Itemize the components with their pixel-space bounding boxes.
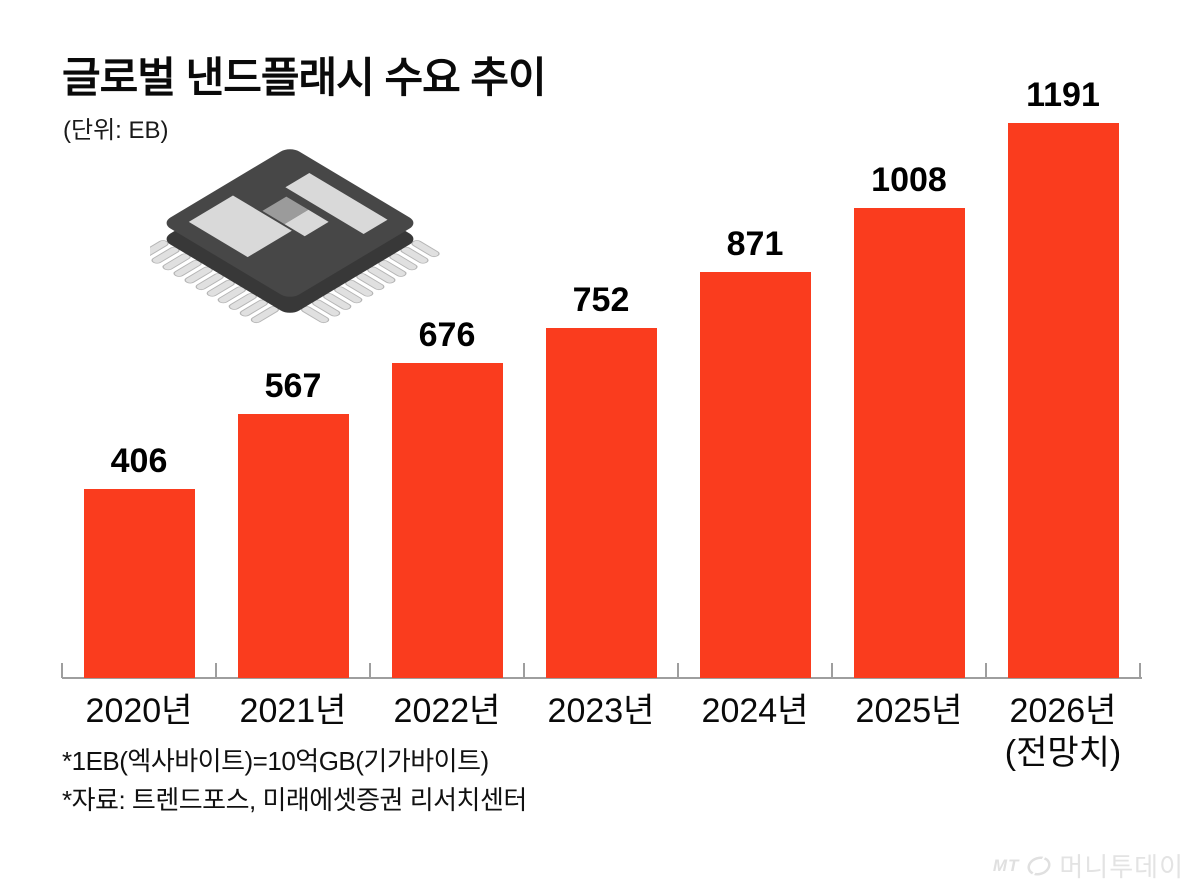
chip-icon <box>150 149 440 324</box>
bar-value-label: 1008 <box>871 161 947 199</box>
x-axis-label: 2025년 <box>822 690 996 732</box>
x-axis-tick <box>369 663 371 678</box>
x-axis-tick <box>61 663 63 678</box>
footnote-source: *자료: 트렌드포스, 미래에셋증권 리서치센터 <box>62 785 527 815</box>
bar-value-label: 567 <box>264 367 322 405</box>
publisher-logo-circle-icon <box>1027 854 1051 876</box>
unit-label: (단위: EB) <box>63 117 169 144</box>
x-axis-tick <box>831 663 833 678</box>
x-axis-label: 2024년 <box>668 690 842 732</box>
x-axis-label-forecast-note: (전망치) <box>1004 734 1122 772</box>
x-axis-label-year: 2023년 <box>547 692 655 730</box>
publisher-logo-mt: MT <box>992 855 1020 875</box>
x-axis-label-year: 2026년 <box>1009 692 1117 730</box>
x-axis-tick <box>523 663 525 678</box>
page-title: 글로벌 낸드플래시 수요 추이 <box>62 54 547 101</box>
publisher-watermark: MT 머니투데이 <box>993 847 1184 884</box>
bar-2022년 <box>392 363 503 678</box>
bar-value-label: 1191 <box>1026 76 1100 114</box>
bar-2024년 <box>700 272 811 678</box>
bar-2025년 <box>854 208 965 678</box>
x-axis-label: 2023년 <box>514 690 688 732</box>
publisher-brand-text: 머니투데이 <box>1059 852 1184 882</box>
x-axis-label-year: 2024년 <box>701 692 809 730</box>
x-axis-tick <box>1139 663 1141 678</box>
x-axis-line <box>62 677 1142 679</box>
bar-2021년 <box>238 414 349 678</box>
x-axis-label-year: 2025년 <box>855 692 963 730</box>
x-axis-tick <box>985 663 987 678</box>
footnotes: *1EB(엑사바이트)=10억GB(기가바이트) *자료: 트렌드포스, 미래에… <box>62 742 527 820</box>
x-axis-label-year: 2021년 <box>239 692 347 730</box>
x-axis-label: 2022년 <box>360 690 534 732</box>
bar-2026년 <box>1008 123 1119 678</box>
bar-2020년 <box>84 489 195 678</box>
x-axis-label-year: 2022년 <box>393 692 501 730</box>
x-axis-tick <box>677 663 679 678</box>
x-axis-label: 2021년 <box>206 690 380 732</box>
x-axis-label: 2026년 (전망치) <box>976 690 1150 774</box>
x-axis-label: 2020년 <box>52 690 226 732</box>
bar-value-label: 871 <box>726 225 784 263</box>
footnote-unit: *1EB(엑사바이트)=10억GB(기가바이트) <box>62 746 489 776</box>
bar-value-label: 676 <box>418 316 476 354</box>
bar-2023년 <box>546 328 657 678</box>
x-axis-tick <box>215 663 217 678</box>
bar-value-label: 406 <box>110 442 168 480</box>
bar-value-label: 752 <box>572 281 630 319</box>
x-axis-label-year: 2020년 <box>85 692 193 730</box>
